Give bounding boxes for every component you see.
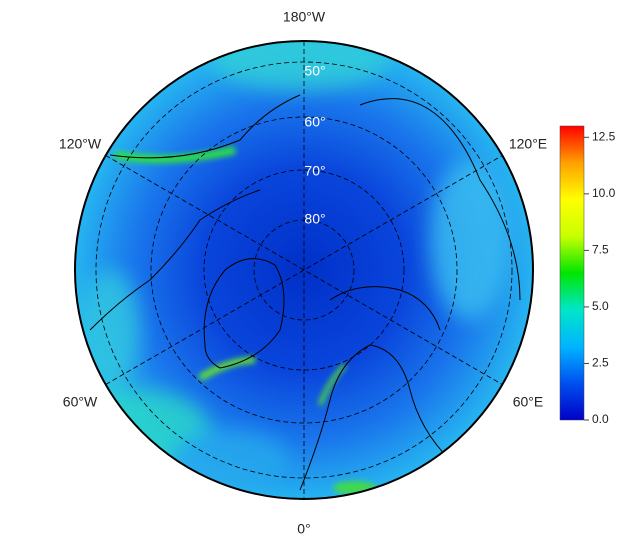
map-border (74, 40, 534, 500)
map-field (75, 41, 533, 499)
lon-label: 60°E (513, 394, 544, 410)
colorbar-tick-label: 0.0 (592, 412, 609, 426)
colorbar-tick-label: 12.5 (592, 129, 616, 143)
colorbar-tick-label: 2.5 (592, 356, 609, 370)
lat-label: 60° (304, 114, 325, 130)
lon-label: 180°W (283, 9, 326, 25)
lat-label: 70° (304, 163, 325, 179)
colorbar-tick-label: 7.5 (592, 243, 609, 257)
lon-label: 120°W (59, 136, 102, 152)
lon-label: 60°W (63, 394, 98, 410)
lon-label: 120°E (509, 136, 547, 152)
lat-label: 50° (304, 63, 325, 79)
colorbar (559, 125, 585, 421)
lat-label: 80° (304, 211, 325, 227)
colorbar-tick-label: 5.0 (592, 299, 609, 313)
graticule (95, 41, 513, 499)
colorbar-tick-label: 10.0 (592, 186, 616, 200)
lon-label: 0° (297, 521, 310, 537)
